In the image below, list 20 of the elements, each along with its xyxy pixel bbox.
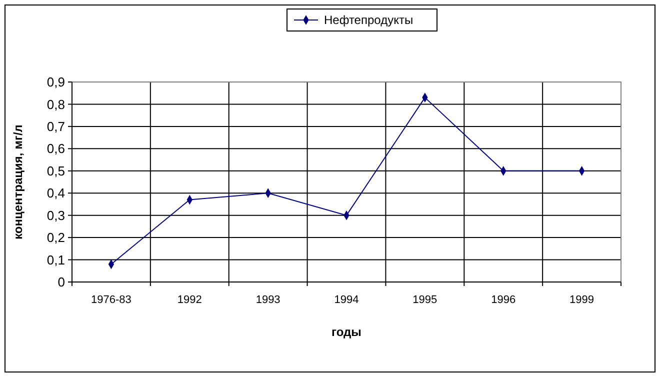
y-tick-label: 0,2 (46, 230, 65, 246)
x-tick-label: 1994 (334, 294, 359, 306)
y-tick-label: 0,7 (46, 118, 65, 134)
x-tick-label: 1995 (412, 294, 438, 306)
x-tick-label: 1976-83 (91, 294, 132, 306)
y-tick-label: 0,8 (46, 96, 65, 112)
x-tick-label: 1999 (570, 294, 594, 306)
y-tick-label: 0 (58, 274, 65, 290)
y-tick-label: 0,6 (46, 141, 65, 156)
y-tick-label: 0,9 (46, 74, 65, 90)
x-tick-label: 1993 (256, 294, 280, 306)
y-tick-label: 0,5 (46, 163, 65, 178)
legend-label: Нефтепродукты (324, 13, 414, 28)
y-tick-label: 0,4 (46, 186, 65, 201)
y-tick-label: 0,1 (46, 252, 65, 268)
y-axis-title: концентрация, мг/л (11, 124, 25, 240)
x-axis-title: годы (332, 325, 362, 339)
x-tick-label: 1992 (177, 294, 202, 306)
y-tick-label: 0,3 (46, 208, 65, 223)
x-tick-label: 1996 (491, 294, 516, 306)
